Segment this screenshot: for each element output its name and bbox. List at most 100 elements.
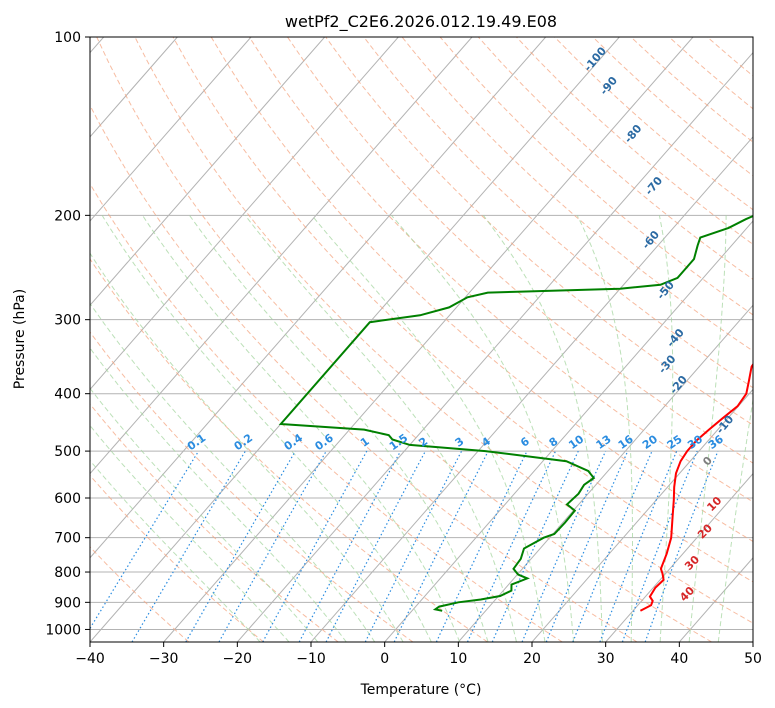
isotherm-line [531,388,753,642]
x-tick-label: −20 [223,651,253,667]
mixing-ratio-label: 3 [453,435,467,450]
mixing-ratio-label: 20 [640,432,660,452]
isotherm-line [678,557,753,642]
dry-adiabat-line [592,37,753,177]
isotherm-line [90,37,473,475]
dry-adiabat-line [90,474,264,642]
dry-adiabat-label: -70 [642,174,665,198]
moist-adiabat-line [311,214,546,642]
mixing-ratio-line [545,450,629,642]
mixing-ratio-line [435,450,528,642]
mixing-ratio-line [298,450,402,642]
x-tick-label: −30 [149,651,179,667]
mixing-ratio-label: 1 [358,435,372,450]
moist-adiabat-line [391,214,575,642]
isotherm-line [605,472,753,642]
moist-adiabat-line [688,215,727,642]
mixing-ratio-label: 0.1 [185,431,208,453]
dry-adiabat-label: -20 [667,373,690,397]
dry-adiabat-line [90,331,414,642]
dry-adiabat-line [134,37,753,624]
x-tick-label: 40 [670,651,688,667]
dry-adiabat-line [439,37,753,316]
dry-adiabat-label: -50 [654,278,677,302]
isotherm-line [752,641,753,642]
x-axis: −40 −30 −20 −10 0 10 20 30 40 50 [75,642,762,667]
moist-adiabat-line [576,215,633,642]
dry-adiabat-line [90,182,563,642]
mixing-ratio-line [262,450,368,642]
dry-adiabat-line [325,37,753,426]
dry-adiabat-line [90,104,638,642]
isotherm-line [90,37,326,306]
mixing-ratio-line [364,450,463,642]
x-tick-label: 50 [744,651,762,667]
isotherm-line [384,220,753,642]
x-tick-label: −10 [296,651,326,667]
isotherm-line [90,37,399,391]
dry-adiabat-line [401,37,753,352]
mixing-ratio-line [521,450,607,642]
isotherm-line [236,51,753,642]
mixing-ratio-line [491,450,579,642]
mixing-ratio-line [572,450,653,642]
mixing-ratio-label: 25 [665,433,685,452]
y-axis: 1000 900 800 700 600 500 400 300 200 100 [45,30,90,638]
temperature-line [639,362,753,612]
dry-adiabat-line [90,546,190,642]
moist-adiabat-line [90,302,376,642]
moist-adiabat-label: 0 [700,454,715,469]
y-tick-label: 100 [54,30,81,46]
mixing-ratio-label: 0.4 [282,431,306,453]
moist-adiabat-label: 10 [704,494,724,514]
x-tick-label: 10 [449,651,467,667]
y-tick-label: 800 [54,565,81,581]
moist-adiabat-line [90,459,261,642]
dry-adiabat-line [90,403,339,642]
y-tick-label: 600 [54,491,81,507]
dry-adiabat-line [96,37,712,642]
mixing-ratio-line [185,450,296,642]
x-tick-label: 20 [523,651,541,667]
moist-adiabat-line [482,215,603,642]
mixing-ratio-label: 1.5 [387,431,410,453]
dry-adiabat-line [210,37,753,543]
chart-title: wetPf2_C2E6.2026.012.19.49.E08 [285,12,557,32]
moist-adiabat-line [90,347,347,642]
mixing-ratio-line [599,450,678,642]
mixing-ratio-label: 0.2 [232,431,255,453]
plot-area [90,37,753,642]
dry-adiabat-line [172,37,753,583]
y-axis-label: Pressure (hPa) [12,289,28,389]
plot-frame [89,36,754,643]
moist-adiabat-line [90,252,404,642]
isotherm-line [457,304,753,642]
y-tick-label: 500 [54,444,81,460]
line-labels: 0.1 0.2 0.4 0.6 1 1.5 2 3 4 6 8 10 13 16 20 25 30 36-100-… [185,44,737,604]
mixing-ratio-label: 16 [616,432,636,452]
moist-adiabat-line [658,215,674,642]
dry-adiabat-label: -100 [581,44,609,74]
y-tick-label: 900 [54,595,81,611]
mixing-ratio-line [393,450,489,642]
mixing-ratio-label: 6 [518,435,532,450]
mixing-ratio-label: 10 [566,432,586,452]
dry-adiabat-line [248,37,753,503]
dry-adiabat-line [90,258,488,642]
x-axis-label: Temperature (°C) [360,682,482,698]
x-tick-label: 30 [597,651,615,667]
dry-adiabat-label: -90 [597,74,620,98]
mixing-ratio-line [621,450,698,642]
isotherm-line [310,136,753,642]
mixing-ratio-line [644,450,719,642]
dry-adiabat-label: -40 [664,326,687,350]
moist-adiabat-line [101,215,432,642]
dry-adiabat-line [287,37,753,464]
isotherm-line [163,37,694,642]
mixing-ratio-line [218,450,327,642]
isotherm-line [90,37,547,559]
mixing-ratio-label: 8 [547,435,561,450]
moist-adiabat-label: 30 [682,553,702,573]
x-tick-label: 0 [380,651,389,667]
